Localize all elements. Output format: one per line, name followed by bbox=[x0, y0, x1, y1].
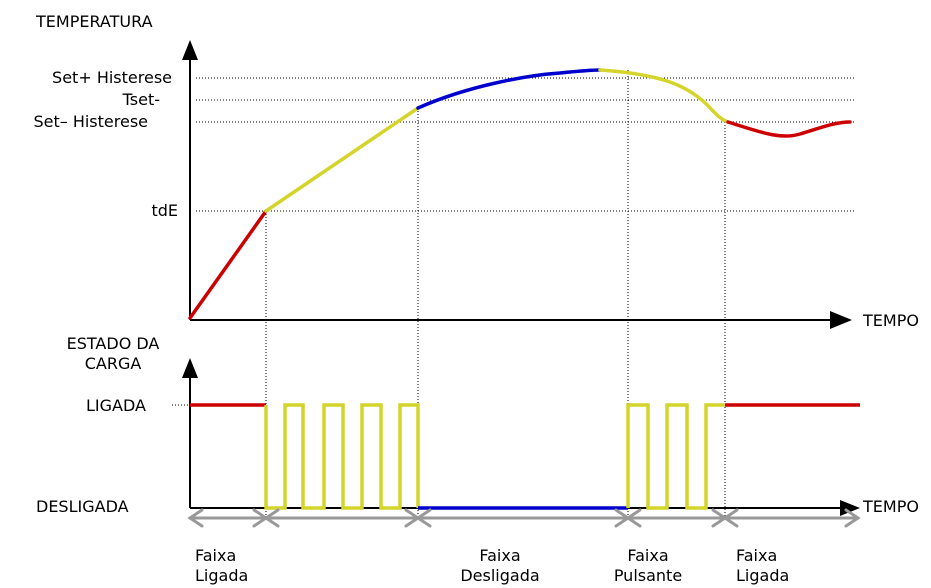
curve-heating-end bbox=[726, 120, 852, 138]
load-state-waveform bbox=[190, 403, 860, 510]
level-label-set-plus: Set+ Histerese bbox=[52, 68, 172, 87]
band-arrow-transition bbox=[263, 508, 421, 528]
load-state-axis-line1: ESTADO DA bbox=[66, 334, 160, 353]
band-arrow-ligada-1 bbox=[187, 508, 269, 528]
band-label-line1: Faixa bbox=[736, 546, 778, 565]
band-label-pulsante: Faixa Pulsante bbox=[598, 546, 698, 586]
band-arrow-desligada bbox=[415, 508, 631, 528]
band-label-ligada-1: Faixa Ligada bbox=[195, 546, 248, 586]
band-arrow-pulsante bbox=[625, 508, 728, 528]
level-guides bbox=[172, 77, 855, 406]
bottom-time-axis-label: TEMPO bbox=[863, 497, 919, 516]
state-pulsing-2 bbox=[626, 403, 725, 510]
bottom-x-arrow bbox=[840, 500, 860, 516]
state-label-desligada: DESLIGADA bbox=[36, 497, 129, 516]
band-label-line1: Faixa bbox=[627, 546, 669, 565]
level-label-tset: Tset- bbox=[122, 90, 160, 109]
band-label-line1: Faixa bbox=[479, 546, 521, 565]
state-label-ligada: LIGADA bbox=[86, 396, 146, 415]
load-state-axis-label: ESTADO DA CARGA bbox=[48, 334, 178, 374]
top-time-axis-label: TEMPO bbox=[863, 311, 919, 330]
level-label-set-minus: Set– Histerese bbox=[33, 112, 148, 131]
curve-pulsing-rise bbox=[264, 106, 420, 213]
band-label-ligada-2: Faixa Ligada bbox=[736, 546, 789, 586]
temperature-curve bbox=[188, 68, 852, 320]
state-pulsing-1 bbox=[264, 403, 420, 510]
band-label-line2: Ligada bbox=[736, 566, 790, 585]
transition-guides bbox=[265, 70, 726, 518]
band-arrows bbox=[187, 508, 861, 528]
level-label-tde: tdE bbox=[151, 201, 178, 220]
band-label-line2: Desligada bbox=[460, 566, 540, 585]
temperature-axis-label: TEMPERATURA bbox=[36, 12, 153, 31]
curve-heating bbox=[188, 209, 268, 320]
top-x-arrow bbox=[830, 311, 852, 329]
top-y-arrow bbox=[182, 40, 198, 60]
curve-pulsing-fall bbox=[598, 68, 730, 124]
bottom-y-arrow bbox=[182, 358, 198, 378]
load-state-axis-line2: CARGA bbox=[84, 354, 142, 373]
curve-off bbox=[416, 68, 602, 110]
band-arrow-ligada-2 bbox=[722, 508, 861, 528]
band-label-line2: Pulsante bbox=[613, 566, 683, 585]
band-label-line2: Ligada bbox=[195, 566, 249, 585]
band-label-desligada: Faixa Desligada bbox=[440, 546, 560, 586]
band-label-line1: Faixa bbox=[195, 546, 237, 565]
